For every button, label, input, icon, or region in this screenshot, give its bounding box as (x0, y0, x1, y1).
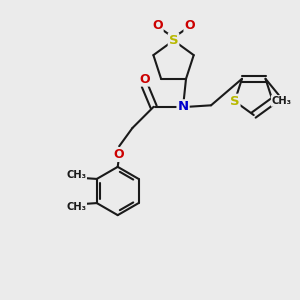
Text: O: O (184, 19, 195, 32)
Text: N: N (178, 100, 189, 113)
Text: CH₃: CH₃ (66, 202, 86, 212)
Text: O: O (152, 19, 163, 32)
Text: S: S (230, 95, 239, 108)
Text: S: S (169, 34, 178, 47)
Text: CH₃: CH₃ (66, 170, 86, 180)
Text: CH₃: CH₃ (272, 96, 292, 106)
Text: O: O (140, 73, 150, 85)
Text: O: O (114, 148, 124, 161)
